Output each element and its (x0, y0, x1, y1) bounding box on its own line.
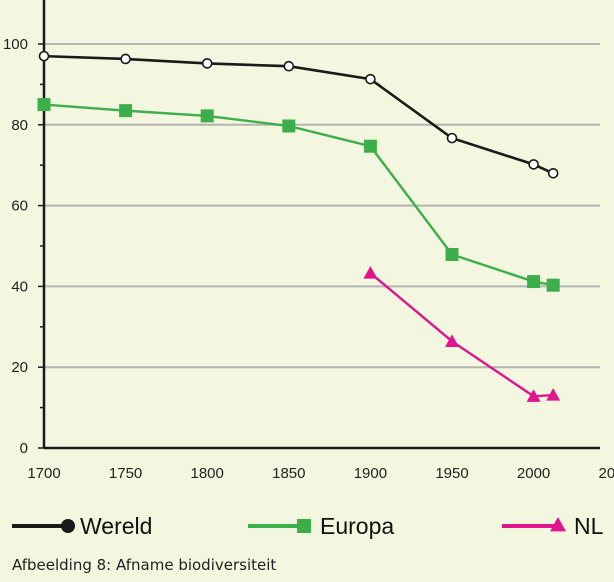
series-wereld (38, 50, 559, 179)
data-point-europa-2012 (546, 278, 560, 292)
data-point-wereld-2012 (547, 167, 559, 179)
data-point-nl-2012 (546, 388, 561, 401)
y-tick-label-60: 60 (11, 198, 28, 215)
data-point-europa-1900 (363, 139, 377, 153)
x-tick-label-1900: 1900 (354, 465, 387, 482)
series-nl (363, 266, 561, 402)
chart: 0 20 40 60 80 100 1700 1750 1800 1850 1900 1950 2000… (3, 0, 614, 539)
data-point-wereld-1950 (446, 132, 458, 144)
data-point-nl-1950 (445, 334, 459, 347)
y-tick-label-20: 20 (11, 359, 28, 376)
y-tick-label-100: 100 (3, 36, 28, 53)
x-tick-label-1750: 1750 (109, 465, 142, 482)
data-point-wereld-1850 (283, 60, 295, 72)
x-tick-label-2050: 2050 (599, 465, 614, 482)
legend-item-wereld: Wereld (12, 513, 152, 539)
data-point-nl-2000 (526, 389, 541, 402)
data-point-europa-1750 (119, 104, 133, 118)
data-point-europa-2000 (527, 275, 541, 289)
series-line-wereld (43, 54, 554, 175)
data-point-europa-1950 (445, 247, 459, 261)
data-point-wereld-1750 (120, 53, 131, 65)
legend-item-nl: NL (502, 513, 604, 539)
series-line-europa (43, 103, 554, 287)
x-tick-label-1800: 1800 (191, 465, 224, 482)
series (37, 50, 561, 402)
series-europa (37, 98, 560, 292)
data-point-europa-1700 (37, 98, 51, 112)
y-tick-label-80: 80 (11, 117, 28, 134)
legend-label-nl: NL (574, 513, 604, 539)
legend-label-europa: Europa (320, 513, 394, 539)
data-point-nl-1900 (363, 266, 378, 279)
legend: Wereld Europa NL (12, 513, 604, 539)
x-tick-label-2000: 2000 (517, 465, 550, 482)
x-tick-label-1700: 1700 (27, 465, 60, 482)
figure-caption: Afbeelding 8: Afname biodiversiteit (12, 556, 277, 574)
data-point-wereld-1800 (201, 58, 213, 69)
grid-lines (38, 43, 600, 449)
x-tick-label-1950: 1950 (435, 465, 468, 482)
legend-label-wereld: Wereld (80, 513, 152, 539)
tick-labels: 0 20 40 60 80 100 1700 1750 1800 1850 1900 1950 2000… (3, 36, 614, 482)
x-tick-label-1850: 1850 (272, 465, 305, 482)
axes (42, 0, 600, 450)
y-tick-label-40: 40 (11, 278, 28, 295)
legend-marker-nl (550, 517, 566, 532)
data-point-wereld-1700 (38, 50, 50, 62)
series-line-nl (369, 272, 554, 398)
y-tick-label-0: 0 (20, 440, 28, 457)
data-point-europa-1800 (200, 109, 214, 123)
data-point-wereld-2000 (528, 159, 539, 170)
legend-marker-wereld (61, 519, 75, 533)
data-point-wereld-1900 (365, 73, 376, 85)
data-point-europa-1850 (282, 119, 296, 133)
legend-marker-europa (297, 519, 311, 533)
legend-item-europa: Europa (248, 513, 394, 539)
